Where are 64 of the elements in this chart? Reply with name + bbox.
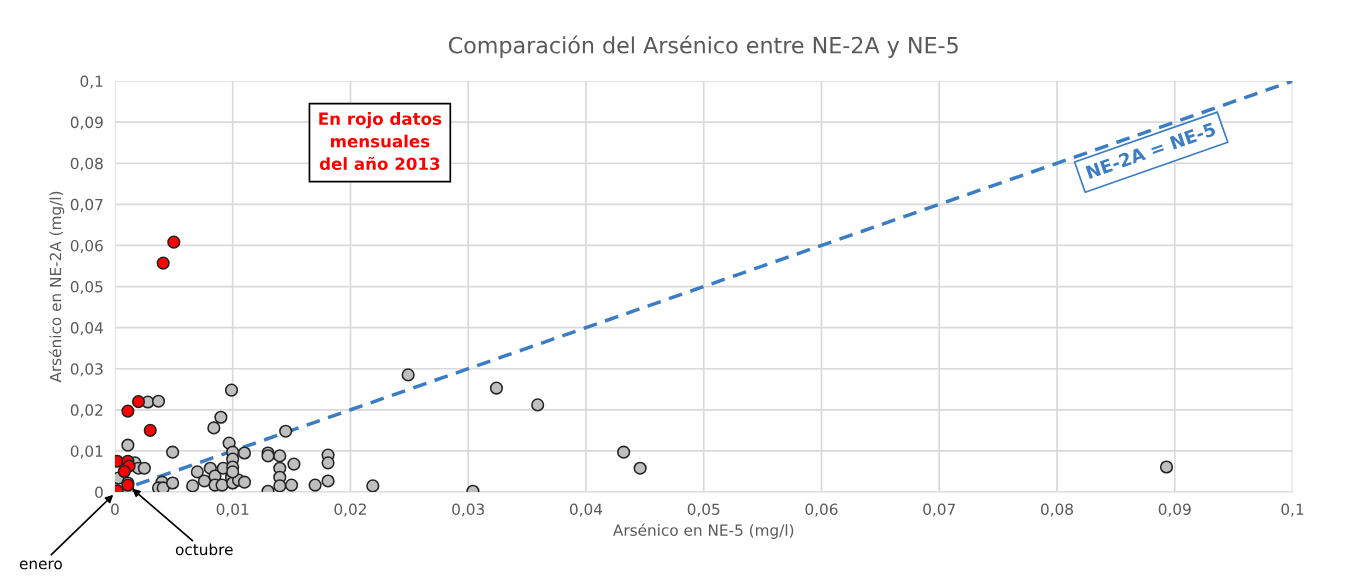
point	[237, 446, 252, 460]
y-tick-label: 0,05	[70, 281, 103, 295]
y-tick-label: 0,1	[80, 75, 103, 89]
point	[321, 474, 335, 488]
point	[166, 445, 180, 459]
y-tick-label: 0,08	[70, 157, 103, 171]
y-tick-label: 0,02	[70, 404, 103, 418]
point	[617, 445, 631, 459]
x-tick-label: 0,03	[452, 503, 484, 517]
x-tick-label: 0,1	[1281, 503, 1304, 517]
point	[273, 449, 287, 463]
point	[287, 457, 301, 471]
point	[121, 404, 135, 418]
annotation: octubre	[175, 543, 233, 556]
point	[167, 235, 181, 249]
y-tick-label: 0,09	[70, 116, 103, 130]
point	[156, 256, 170, 270]
point	[401, 368, 415, 382]
point	[284, 478, 299, 492]
point	[366, 479, 380, 493]
point	[489, 381, 504, 395]
point	[214, 410, 228, 424]
point	[166, 476, 180, 490]
point	[237, 475, 252, 489]
point	[121, 438, 135, 452]
x-tick-label: 0,07	[923, 503, 955, 517]
y-tick-label: 0,03	[70, 363, 103, 377]
point	[633, 461, 647, 475]
y-tick-label: 0,07	[70, 198, 103, 212]
chart-title: Comparación del Arsénico entre NE-2A y NE-5	[448, 35, 958, 58]
point	[279, 424, 293, 438]
x-tick-label: 0,06	[805, 503, 838, 517]
x-axis-title: Arsénico en NE-5 (mg/l)	[613, 523, 794, 539]
point	[207, 421, 221, 435]
point	[156, 481, 170, 493]
point	[321, 456, 335, 470]
point	[137, 461, 151, 475]
point	[224, 383, 239, 397]
x-tick-label: 0,08	[1040, 503, 1073, 517]
point	[131, 395, 146, 409]
x-tick-label: 0,09	[1158, 503, 1191, 517]
x-tick-label: 0	[111, 503, 119, 515]
point	[186, 479, 200, 493]
point	[531, 398, 545, 412]
y-tick-label: 0,06	[70, 239, 103, 254]
x-tick-label: 0,02	[334, 503, 366, 517]
y-tick-label: 0,01	[70, 445, 103, 459]
y-tick-label: 0,04	[70, 322, 103, 336]
point	[117, 464, 131, 479]
annotation: En rojo datos mensuales del año 2013	[319, 112, 442, 171]
point	[226, 465, 240, 479]
x-tick-label: 0,05	[687, 503, 720, 517]
x-tick-label: 0,01	[216, 503, 249, 517]
x-tick-label: 0,04	[569, 503, 603, 517]
point	[1159, 460, 1174, 474]
y-axis-title: Arsénico en NE-2A (mg/l)	[48, 191, 65, 383]
point	[308, 478, 322, 492]
y-tick-label: 0	[95, 486, 103, 499]
point	[190, 465, 204, 479]
point	[273, 479, 287, 493]
annotation: enero	[19, 560, 62, 570]
point	[143, 423, 157, 437]
point	[151, 394, 166, 408]
point	[197, 474, 211, 488]
